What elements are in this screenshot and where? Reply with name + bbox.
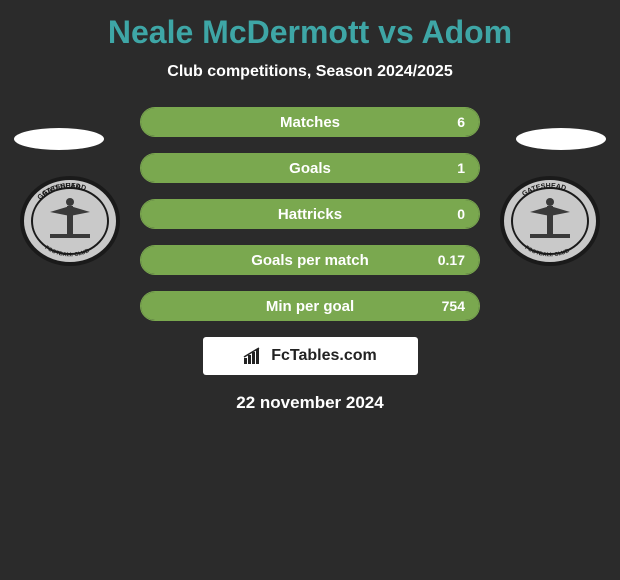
stat-label: Hattricks [141,200,479,228]
stat-row-goals: Goals 1 [140,153,480,183]
brand-attribution[interactable]: FcTables.com [203,337,418,375]
page-subtitle: Club competitions, Season 2024/2025 [0,63,620,81]
stat-value-right: 6 [457,108,465,136]
stat-row-hattricks: Hattricks 0 [140,199,480,229]
stat-row-matches: Matches 6 [140,107,480,137]
stat-row-goals-per-match: Goals per match 0.17 [140,245,480,275]
club-badge-left: GATESHEAD GATESHEAD FOOTBALL CLUB [20,176,120,266]
stat-value-right: 0 [457,200,465,228]
stats-container: Matches 6 Goals 1 Hattricks 0 Goals per … [140,107,480,321]
player-photo-placeholder-right [516,128,606,150]
page-title: Neale McDermott vs Adom [0,0,620,51]
club-badge-right: GATESHEAD FOOTBALL CLUB [500,176,600,266]
stat-value-right: 754 [442,292,465,320]
brand-label: FcTables.com [271,347,377,365]
stat-row-min-per-goal: Min per goal 754 [140,291,480,321]
stat-label: Min per goal [141,292,479,320]
date-generated: 22 november 2024 [0,393,620,413]
brand-chart-icon [243,347,265,365]
stat-label: Matches [141,108,479,136]
stat-label: Goals [141,154,479,182]
stat-label: Goals per match [141,246,479,274]
stat-value-right: 1 [457,154,465,182]
player-photo-placeholder-left [14,128,104,150]
stat-value-right: 0.17 [438,246,465,274]
